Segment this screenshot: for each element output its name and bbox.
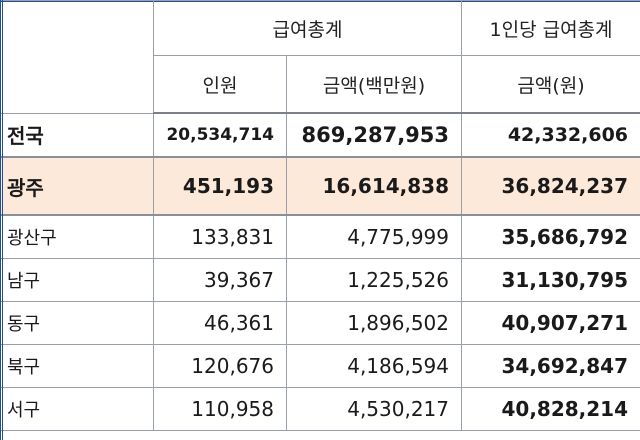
left-border [0, 0, 4, 440]
table-row-national: 전국 20,534,714 869,287,953 42,332,606 [0, 112, 640, 158]
amount-cell: 4,775,999 [285, 214, 463, 259]
per-capita-cell: 36,824,237 [461, 156, 640, 216]
people-cell: 451,193 [153, 156, 287, 216]
amount-cell: 1,896,502 [285, 301, 463, 345]
per-capita-cell: 42,332,606 [461, 112, 640, 158]
region-name: 북구 [0, 344, 154, 388]
header-amount: 금액(백만원) [285, 55, 463, 114]
per-capita-cell: 31,130,795 [461, 258, 640, 302]
header-row-columns: 인원 금액(백만원) 금액(원) [1, 55, 640, 114]
region-name: 광주 [0, 156, 154, 216]
table-row: 북구 120,676 4,186,594 34,692,847 [0, 344, 640, 388]
table-row: 서구 110,958 4,530,217 40,828,214 [0, 387, 640, 431]
people-cell: 46,361 [153, 301, 287, 345]
header-amount-won: 금액(원) [461, 55, 640, 114]
pay-statistics-table: 급여총계 1인당 급여총계 인원 금액(백만원) 금액(원) 전국 20,534… [0, 0, 640, 431]
region-name: 광산구 [0, 214, 154, 259]
people-cell: 39,367 [153, 258, 287, 302]
per-capita-cell: 40,828,214 [461, 387, 640, 431]
amount-cell: 16,614,838 [285, 156, 463, 216]
amount-cell: 869,287,953 [285, 112, 463, 158]
table-row: 광산구 133,831 4,775,999 35,686,792 [0, 214, 640, 259]
header-row-group: 급여총계 1인당 급여총계 [0, 0, 640, 114]
header-per-capita: 1인당 급여총계 [461, 0, 640, 56]
people-cell: 133,831 [153, 214, 287, 259]
region-name: 남구 [0, 258, 154, 302]
region-name: 동구 [0, 301, 154, 345]
corner-cell [0, 0, 154, 114]
people-cell: 20,534,714 [153, 112, 287, 158]
region-name: 전국 [0, 112, 154, 158]
table-row: 동구 46,361 1,896,502 40,907,271 [0, 301, 640, 345]
amount-cell: 4,530,217 [285, 387, 463, 431]
people-cell: 110,958 [153, 387, 287, 431]
header-people: 인원 [153, 55, 287, 114]
per-capita-cell: 34,692,847 [461, 344, 640, 388]
people-cell: 120,676 [153, 344, 287, 388]
per-capita-cell: 40,907,271 [461, 301, 640, 345]
amount-cell: 1,225,526 [285, 258, 463, 302]
header-pay-total: 급여총계 [152, 0, 463, 56]
region-name: 서구 [0, 387, 154, 431]
table-row-gwangju: 광주 451,193 16,614,838 36,824,237 [0, 156, 640, 216]
table-row: 남구 39,367 1,225,526 31,130,795 [0, 258, 640, 302]
amount-cell: 4,186,594 [285, 344, 463, 388]
per-capita-cell: 35,686,792 [461, 214, 640, 259]
